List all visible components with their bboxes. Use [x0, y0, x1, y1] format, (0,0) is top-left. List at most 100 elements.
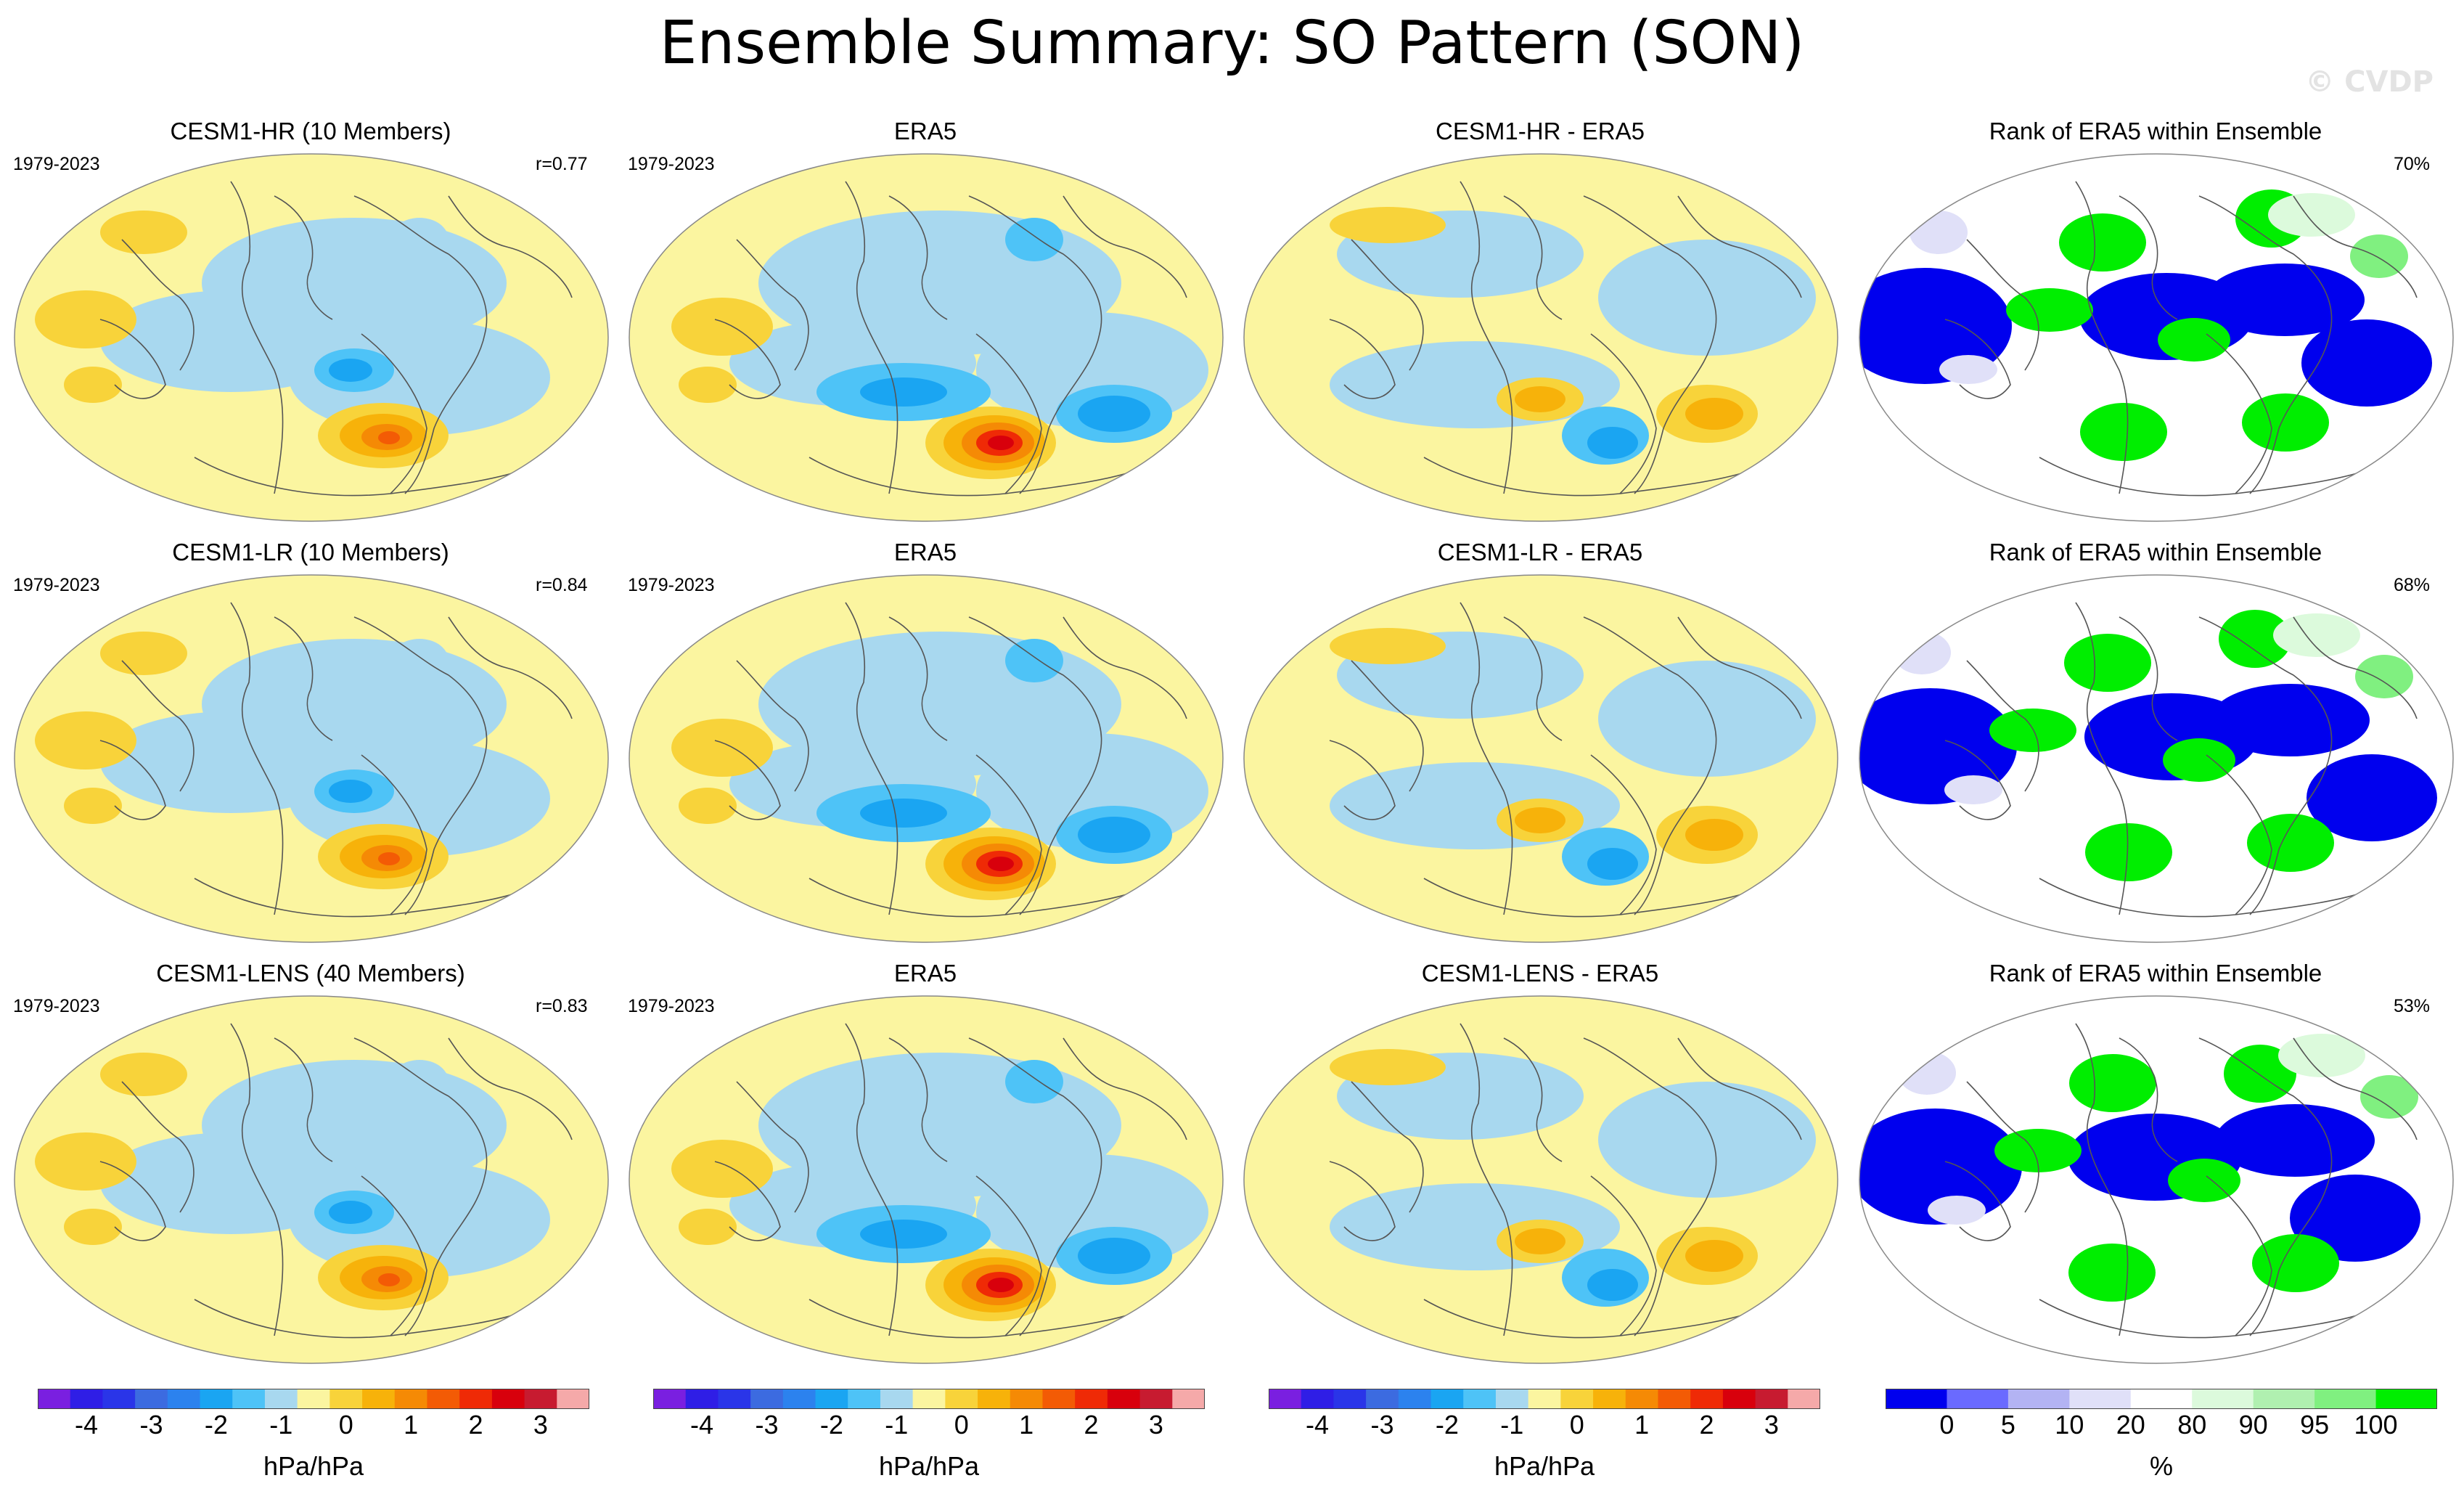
colorbar-tick-label: 2 [469, 1410, 483, 1440]
colorbar-swatch [491, 1389, 525, 1409]
pattern-correlation: r=0.77 [536, 154, 588, 174]
coastline [1944, 740, 2011, 820]
colorbar-swatch [167, 1389, 201, 1409]
obs-years-label: 1979-2023 [628, 996, 715, 1016]
contour-region [860, 1220, 947, 1249]
colorbar-tick-label: 0 [1570, 1410, 1584, 1440]
colorbar-tick-label: 5 [2001, 1410, 2015, 1440]
colorbar-tick-label: -3 [755, 1410, 778, 1440]
coastline [1063, 616, 1187, 719]
contour-region [671, 298, 773, 356]
coastline [1423, 878, 1766, 918]
contour-region [988, 436, 1014, 450]
colorbar-swatch [685, 1389, 719, 1409]
coastline [845, 1023, 899, 1336]
colorbar-swatch [912, 1389, 946, 1409]
coastline [2198, 195, 2333, 494]
coastline [2198, 616, 2333, 915]
colorbar-unit: hPa/hPa [263, 1451, 364, 1481]
model-map [14, 153, 609, 522]
coastline [1351, 239, 1424, 371]
colorbar-swatch [459, 1389, 493, 1409]
page-title: Ensemble Summary: SO Pattern (SON) [659, 9, 1805, 78]
colorbar-swatch [362, 1389, 396, 1409]
rank-region [2080, 403, 2167, 461]
colorbar-obs: -4-3-2-101234 [653, 1389, 1205, 1440]
model-map [14, 574, 609, 943]
obs-panel-title: ERA5 [893, 118, 957, 144]
rank-region [2268, 193, 2355, 237]
colorbar-swatch [1528, 1389, 1561, 1409]
coastline [230, 1023, 284, 1336]
colorbar-swatch [2253, 1389, 2315, 1409]
pattern-correlation: r=0.83 [536, 996, 588, 1016]
colorbar-tick-label: 95 [2300, 1410, 2329, 1440]
coastline [2293, 1037, 2418, 1140]
colorbar-unit: hPa/hPa [1494, 1451, 1595, 1481]
colorbar-swatch [557, 1389, 589, 1409]
coastline [2206, 754, 2272, 915]
contour-region [100, 211, 187, 254]
coastline [888, 195, 948, 320]
coastline [99, 740, 166, 820]
coastline [121, 660, 195, 792]
colorbar-swatch [848, 1389, 881, 1409]
colorbar-swatch [2314, 1389, 2377, 1409]
colorbar-tick-label: 100 [2354, 1410, 2398, 1440]
rank-percent: 68% [2394, 575, 2431, 595]
contour-region [1330, 1049, 1446, 1085]
coastline [1351, 1081, 1424, 1213]
colorbar-unit: hPa/hPa [878, 1451, 980, 1481]
contour-region [1587, 427, 1638, 459]
contour-region [64, 1209, 122, 1245]
rank-map [1859, 995, 2454, 1364]
coastline [2293, 616, 2418, 719]
coastline [1423, 1299, 1766, 1339]
cvdp-watermark: © CVDP [2305, 65, 2434, 99]
contour-region [1598, 1082, 1816, 1198]
colorbar-swatch [1366, 1389, 1399, 1409]
coastline [1329, 1161, 1396, 1241]
colorbar-swatch [1625, 1389, 1658, 1409]
rank-region [2350, 234, 2408, 278]
colorbar-tick-label: -2 [820, 1410, 843, 1440]
coastline [845, 602, 899, 915]
coastline [1677, 616, 1802, 719]
coastline [1677, 195, 1802, 298]
contour-region [378, 852, 400, 865]
colorbar-tick-label: 1 [1019, 1410, 1034, 1440]
rank-region [1910, 211, 1968, 254]
map-border [14, 995, 609, 1364]
colorbar-swatch [880, 1389, 914, 1409]
contour-region [679, 1209, 737, 1245]
contour-region [35, 711, 136, 769]
coastline [1503, 616, 1563, 741]
contour-region [671, 1140, 773, 1198]
model-years-label: 1979-2023 [13, 575, 100, 595]
coastline [1583, 616, 1717, 915]
contour-region [390, 1060, 449, 1103]
colorbar-tick-label: 2 [1084, 1410, 1099, 1440]
coastline [1460, 1023, 1513, 1336]
coastline [448, 616, 573, 719]
coastline [714, 1161, 781, 1241]
obs-panel-title: ERA5 [893, 539, 957, 566]
rank-region [2085, 823, 2172, 881]
coastline [1944, 319, 2011, 399]
colorbar-tick-label: -3 [1370, 1410, 1393, 1440]
coastline [888, 1037, 948, 1162]
coastline [1590, 333, 1657, 494]
coastline [1503, 195, 1563, 320]
colorbar-swatch [2130, 1389, 2193, 1409]
rank-region [2205, 264, 2365, 336]
contour-region [679, 788, 737, 824]
coastline [968, 616, 1102, 915]
coastline [1503, 1037, 1563, 1162]
contour-region [64, 367, 122, 403]
map-border [1243, 153, 1838, 522]
coastline [230, 602, 284, 915]
contour-region [35, 290, 136, 348]
pattern-correlation: r=0.84 [536, 575, 588, 595]
colorbar-swatch [330, 1389, 363, 1409]
map-border [14, 574, 609, 943]
